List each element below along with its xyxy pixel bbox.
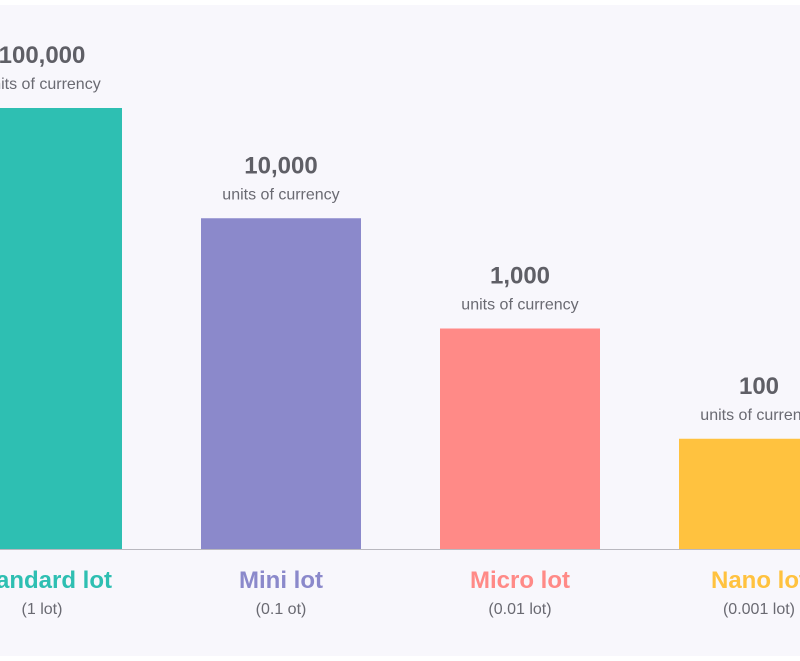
- unit-label: units of currency: [222, 186, 339, 203]
- category-label: Micro lot: [470, 567, 570, 594]
- value-label: 100,000: [0, 42, 85, 69]
- unit-label: units of currency: [0, 76, 101, 93]
- value-label: 10,000: [244, 152, 317, 179]
- chart-background: [0, 5, 800, 656]
- unit-label: units of currency: [700, 407, 800, 424]
- category-sublabel: (0.01 lot): [488, 601, 551, 618]
- category-label: Mini lot: [239, 567, 323, 594]
- unit-label: units of currency: [461, 297, 578, 314]
- category-label: Nano lot: [711, 567, 800, 594]
- category-sublabel: (0.001 lot): [723, 601, 795, 618]
- bar: [440, 328, 600, 549]
- category-label: Standard lot: [0, 567, 112, 594]
- bar: [201, 218, 361, 549]
- value-label: 1,000: [490, 263, 550, 290]
- category-sublabel: (1 lot): [22, 601, 63, 618]
- bar: [0, 108, 122, 549]
- category-sublabel: (0.1 ot): [256, 601, 307, 618]
- bar: [679, 438, 800, 549]
- value-label: 100: [739, 373, 779, 400]
